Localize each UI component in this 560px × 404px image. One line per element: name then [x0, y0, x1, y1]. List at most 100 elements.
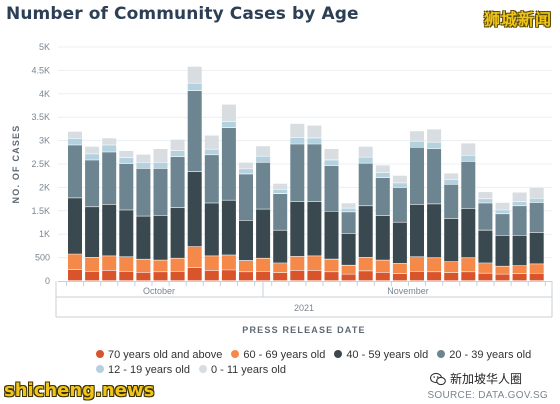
bar-segment [512, 266, 527, 274]
bar-segment [461, 272, 476, 281]
bar-segment [170, 271, 185, 281]
bar-segment [239, 174, 253, 220]
bar-segment [461, 155, 476, 162]
bar-segment [68, 145, 82, 198]
bar-segment [68, 269, 82, 281]
legend-label: 12 - 19 years old [108, 364, 190, 376]
legend-item: 70 years old and above [96, 348, 222, 363]
bar-segment [529, 273, 544, 281]
bar-segment [410, 131, 424, 141]
bar-segment [187, 83, 202, 91]
bar-segment [410, 141, 424, 147]
bar-segment [461, 161, 476, 209]
bar-segment [307, 125, 322, 138]
y-tick-label: 4K [39, 89, 50, 99]
bar-segment [358, 146, 373, 157]
bar-segment [256, 258, 271, 271]
bar-segment [512, 206, 527, 235]
bar-segment [358, 271, 373, 281]
x-axis-title: PRESS RELEASE DATE [242, 325, 365, 335]
bar-segment [239, 272, 253, 281]
bar-segment [102, 256, 117, 271]
year-label: 2021 [294, 303, 314, 313]
bar-segment [221, 255, 236, 270]
bar-segment [239, 220, 253, 261]
y-axis-title: NO. OF CASES [11, 125, 21, 204]
brand-watermark-bottom: shicheng.news [4, 380, 155, 401]
bar-segment [529, 202, 544, 233]
bar-segment [341, 208, 356, 212]
wechat-label: 新加坡华人圈 [450, 372, 523, 386]
bar-segment [85, 146, 100, 154]
bar-segment [119, 157, 134, 164]
bar-segment [444, 184, 459, 219]
legend-item: 60 - 69 years old [231, 348, 325, 363]
bar-segment [256, 271, 271, 281]
bar-segment [324, 272, 339, 281]
legend-label: 70 years old and above [108, 349, 223, 361]
bar-segment [153, 215, 168, 260]
y-tick-label: 2.5K [31, 159, 50, 169]
bar-segment [478, 263, 493, 273]
bar-segment [495, 235, 510, 266]
bar-segment [324, 160, 339, 166]
legend-item: 20 - 39 years old [437, 348, 531, 363]
bar-segment [529, 187, 544, 199]
y-tick-label: 500 [35, 253, 50, 263]
bar-segment [85, 257, 100, 271]
bar-segment [512, 235, 527, 266]
bar-segment [427, 204, 442, 258]
bar-segment [444, 273, 459, 281]
bar-segment [153, 260, 168, 272]
bar-segment [119, 164, 134, 210]
bar-segment [410, 147, 424, 205]
bar-segment [512, 201, 527, 206]
bar-segment [273, 230, 288, 263]
bar-segment [478, 230, 493, 263]
bar-segment [85, 271, 100, 281]
bar-segment [375, 178, 390, 216]
bar-segment [85, 207, 100, 257]
bar-segment [136, 154, 151, 162]
bar-segment [375, 172, 390, 178]
bar-segment [341, 265, 356, 274]
bar-segment [68, 254, 82, 270]
legend-item: 12 - 19 years old [96, 363, 190, 378]
bar-segment [290, 144, 305, 202]
bar-segment [529, 232, 544, 264]
bar-segment [324, 165, 339, 212]
legend-swatch [96, 350, 104, 358]
bar-segment [221, 200, 236, 255]
y-tick-label: 1.5K [31, 206, 50, 216]
bar-segment [119, 271, 134, 281]
bar-segment [256, 156, 271, 162]
bar-segment [392, 175, 407, 183]
y-tick-label: 2K [39, 182, 50, 192]
bar-segment [256, 162, 271, 209]
bar-segment [204, 155, 219, 203]
legend-swatch [231, 350, 240, 358]
bar-segment [375, 165, 390, 173]
bar-segment [461, 258, 476, 272]
legend-label: 40 - 59 years old [346, 349, 429, 361]
bar-segment [307, 144, 322, 202]
bar-segment [358, 163, 373, 206]
bar-segment [153, 168, 168, 216]
bar-segment [170, 150, 185, 157]
bar-segment [119, 257, 134, 271]
bar-segment [187, 91, 202, 172]
bar-segment [324, 149, 339, 160]
bar-segment [392, 183, 407, 188]
bar-segment [221, 121, 236, 128]
bar-segment [358, 206, 373, 257]
bar-segment [273, 273, 288, 281]
bar-segment [102, 270, 117, 281]
bar-segment [392, 187, 407, 222]
month-label-october: October [143, 286, 175, 296]
bar-segment [444, 261, 459, 273]
bar-segment [102, 152, 117, 205]
bar-segment [239, 162, 253, 169]
bar-segment [221, 104, 236, 122]
source-note: SOURCE: DATA.GOV.SG [427, 390, 548, 401]
